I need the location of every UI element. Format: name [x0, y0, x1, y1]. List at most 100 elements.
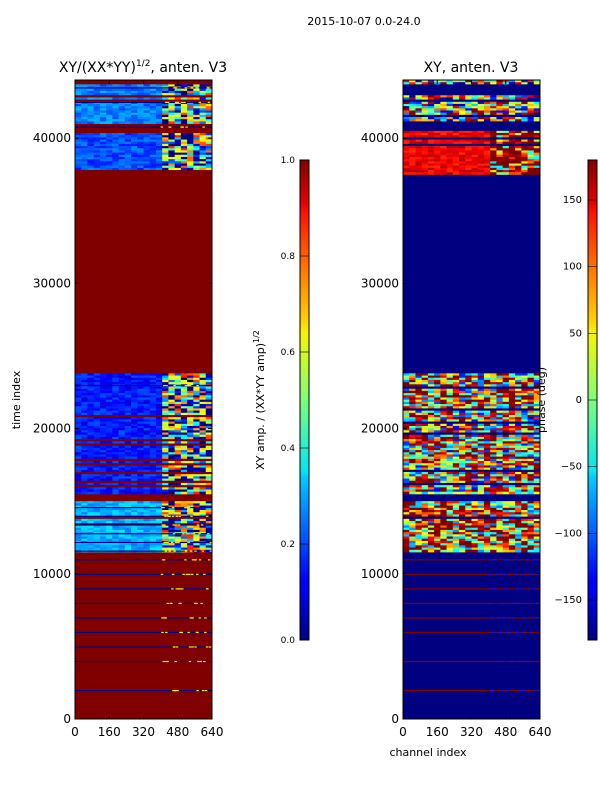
colorbar-tick-label: 0.8 — [281, 252, 296, 262]
heatmap-cell — [205, 121, 212, 124]
heatmap-cell — [187, 503, 194, 506]
heatmap-cell — [180, 170, 188, 173]
heatmap-cell — [112, 547, 120, 551]
heatmap-cell — [75, 99, 82, 103]
heatmap-cell — [452, 458, 460, 462]
heatmap-cell — [502, 419, 510, 422]
heatmap-cell — [483, 476, 491, 479]
heatmap-cell — [205, 375, 212, 379]
heatmap-cell — [471, 491, 479, 495]
heatmap-cell — [112, 536, 120, 540]
heatmap-cell — [193, 443, 201, 447]
heatmap-cell — [143, 112, 151, 116]
heatmap-line — [75, 660, 212, 663]
heatmap-speckle — [200, 602, 203, 605]
heatmap-cell — [149, 399, 157, 403]
heatmap-cell — [180, 456, 188, 460]
heatmap-cell — [490, 443, 498, 447]
heatmap-cell — [87, 428, 95, 431]
heatmap-speckle — [186, 384, 190, 387]
heatmap-cell — [155, 441, 163, 444]
heatmap-cell — [131, 114, 138, 118]
heatmap-cell — [155, 485, 163, 488]
heatmap-cell — [508, 443, 516, 447]
heatmap-cell — [415, 467, 423, 471]
heatmap-cell — [421, 397, 429, 401]
heatmap-cell — [421, 432, 429, 436]
heatmap-cell — [124, 139, 132, 143]
heatmap-cell — [515, 103, 522, 107]
heatmap-cell — [502, 133, 510, 136]
heatmap-cell — [205, 439, 212, 442]
heatmap-cell — [440, 373, 448, 376]
heatmap-speckle — [160, 126, 164, 128]
heatmap-cell — [483, 97, 491, 101]
heatmap-cell — [477, 90, 485, 94]
heatmap-cell — [112, 412, 120, 416]
heatmap-speckle — [185, 126, 188, 128]
heatmap-cell — [118, 487, 126, 490]
heatmap-cell — [112, 527, 120, 531]
heatmap-cell — [471, 443, 479, 447]
heatmap-cell — [180, 521, 188, 524]
heatmap-cell — [446, 172, 454, 175]
heatmap-cell — [174, 450, 182, 453]
heatmap-cell — [168, 80, 176, 83]
heatmap-cell — [99, 143, 107, 147]
heatmap-cell — [205, 507, 212, 511]
heatmap-cell — [118, 421, 126, 425]
heatmap-cell — [403, 465, 410, 468]
heatmap-cell — [118, 114, 126, 118]
heatmap-cell — [421, 415, 429, 418]
heatmap-cell — [440, 161, 448, 164]
heatmap-speckle — [166, 101, 170, 103]
heatmap-cell — [477, 401, 485, 405]
heatmap-cell — [137, 458, 145, 462]
heatmap-cell — [187, 148, 194, 151]
heatmap-cell — [81, 485, 89, 488]
heatmap-cell — [143, 382, 151, 385]
heatmap-cell — [452, 436, 460, 440]
heatmap-cell — [87, 373, 95, 376]
heatmap-speckle — [175, 101, 178, 103]
heatmap-cell — [415, 82, 423, 85]
heatmap-cell — [465, 90, 473, 94]
heatmap-cell — [205, 404, 212, 407]
heatmap-cell — [168, 95, 176, 98]
heatmap-cell — [515, 421, 522, 425]
heatmap-cell — [162, 88, 170, 92]
heatmap-cell — [502, 463, 510, 466]
heatmap-cell — [527, 167, 535, 171]
heatmap-cell — [187, 461, 194, 464]
heatmap-cell — [490, 410, 498, 414]
heatmap-cell — [99, 527, 107, 531]
heatmap-cell — [415, 93, 423, 96]
heatmap-cell — [527, 80, 535, 83]
heatmap-cell — [112, 137, 120, 140]
heatmap-cell — [471, 408, 479, 412]
heatmap-cell — [137, 487, 145, 490]
heatmap-cell — [174, 119, 182, 122]
heatmap-cell — [187, 130, 194, 134]
heatmap-cell — [106, 436, 113, 440]
heatmap-cell — [162, 491, 170, 495]
heatmap-cell — [533, 388, 540, 392]
heatmap-cell — [403, 485, 410, 488]
heatmap-cell — [118, 399, 126, 403]
heatmap-cell — [490, 133, 498, 136]
heatmap-cell — [93, 106, 101, 109]
heatmap-cell — [527, 432, 535, 436]
heatmap-cell — [168, 373, 176, 376]
heatmap-cell — [490, 163, 498, 167]
heatmap-cell — [533, 114, 540, 118]
heatmap-cell — [515, 99, 522, 103]
heatmap-cell — [187, 469, 194, 473]
heatmap-cell — [427, 487, 435, 490]
heatmap-cell — [106, 88, 113, 92]
heatmap-cell — [168, 501, 176, 504]
heatmap-cell — [515, 375, 522, 379]
heatmap-cell — [403, 172, 410, 175]
heatmap-cell — [168, 410, 176, 414]
heatmap-line — [75, 101, 212, 103]
heatmap-cell — [205, 148, 212, 151]
